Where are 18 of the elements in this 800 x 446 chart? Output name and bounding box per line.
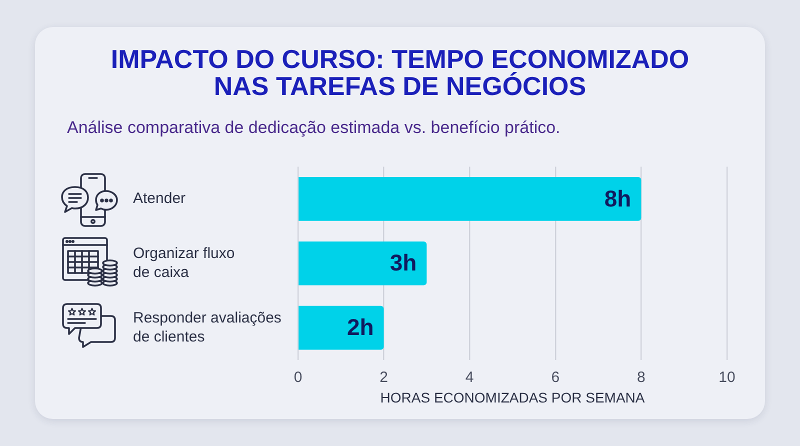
bar [298,241,427,286]
x-tick-label: 2 [380,369,388,386]
y-tick-label: Organizar fluxo de caixa [133,245,235,281]
data-label: 3h [390,250,417,276]
x-tick-label: 0 [294,369,302,386]
y-tick-label: Atender [133,190,186,208]
data-label: 2h [346,314,374,340]
chart-title: IMPACTO DO CURSO: TEMPO ECONOMIZADO NAS TAREFAS DE NEGÓCIOS [110,44,690,101]
bar [298,306,384,350]
x-tick-label: 8 [637,369,646,386]
x-tick-label: 4 [465,369,474,386]
y-tick-label: Responder avaliações de clientes [133,310,282,346]
bar [298,177,642,221]
x-axis-title: HORAS ECONOMIZADAS POR SEMANA [380,389,646,406]
x-tick-label: 6 [551,369,560,386]
chart-subtitle: Análise comparativa de dedicação estimada vs. benefício prático. [67,118,560,138]
x-tick-label: 10 [718,369,736,386]
data-label: 8h [604,185,632,212]
